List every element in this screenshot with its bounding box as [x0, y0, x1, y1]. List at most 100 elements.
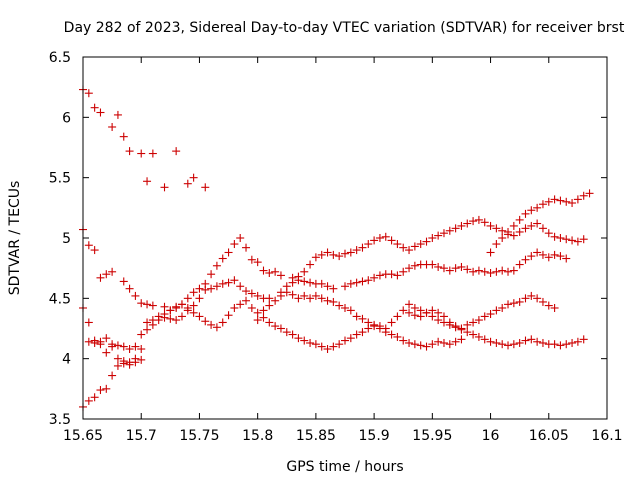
data-point: [224, 278, 233, 287]
data-point: [521, 209, 530, 218]
data-point: [137, 330, 146, 339]
data-point: [451, 264, 460, 273]
data-point: [579, 335, 588, 344]
data-point: [428, 260, 437, 269]
data-point: [428, 312, 437, 321]
data-point: [265, 318, 274, 327]
data-point: [137, 355, 146, 364]
data-point: [207, 270, 216, 279]
data-point: [410, 303, 419, 312]
data-point: [317, 279, 326, 288]
data-point: [416, 240, 425, 249]
data-point: [370, 273, 379, 282]
data-point: [346, 279, 355, 288]
data-point: [550, 340, 559, 349]
data-point: [352, 278, 361, 287]
data-point: [346, 248, 355, 257]
data-point: [556, 196, 565, 205]
data-point: [504, 267, 513, 276]
data-point: [358, 243, 367, 252]
data-point: [381, 232, 390, 241]
data-point: [399, 336, 408, 345]
data-point: [445, 226, 454, 235]
data-point: [352, 330, 361, 339]
data-point: [387, 270, 396, 279]
data-point: [521, 294, 530, 303]
data-point: [96, 273, 105, 282]
data-point: [562, 197, 571, 206]
data-point: [480, 335, 489, 344]
data-point: [189, 288, 198, 297]
data-point: [469, 318, 478, 327]
data-point: [160, 310, 169, 319]
data-point: [242, 243, 251, 252]
data-point: [527, 221, 536, 230]
data-point: [498, 303, 507, 312]
x-axis: 15.65 15.7 15.75 15.8 15.85 15.9 15.95 16 16.05 1…: [63, 57, 623, 444]
data-point: [504, 227, 513, 236]
data-point: [294, 334, 303, 343]
y-tick-label: 5: [62, 231, 71, 247]
data-point: [96, 340, 105, 349]
data-point: [439, 318, 448, 327]
y-axis-label: SDTVAR / TECUs: [7, 181, 23, 296]
data-point: [422, 342, 431, 351]
data-point: [125, 360, 134, 369]
data-point: [166, 306, 175, 315]
data-point: [160, 183, 169, 192]
plot-frame: [82, 56, 608, 420]
data-point: [410, 311, 419, 320]
data-point: [504, 300, 513, 309]
data-point: [113, 361, 122, 370]
data-point: [177, 300, 186, 309]
x-tick-label: 16: [482, 428, 500, 444]
data-point: [189, 173, 198, 182]
data-point: [90, 103, 99, 112]
data-point: [90, 246, 99, 255]
data-point: [271, 267, 280, 276]
data-point: [125, 284, 134, 293]
data-point: [119, 357, 128, 366]
data-point: [439, 229, 448, 238]
data-point: [84, 396, 93, 405]
data-point: [556, 341, 565, 350]
data-point: [236, 300, 245, 309]
data-point: [282, 328, 291, 337]
data-point: [538, 338, 547, 347]
data-point: [288, 330, 297, 339]
data-point: [410, 261, 419, 270]
data-point: [90, 393, 99, 402]
data-point: [544, 253, 553, 262]
data-point: [113, 354, 122, 363]
data-point: [434, 262, 443, 271]
data-point: [393, 271, 402, 280]
data-point: [562, 254, 571, 263]
data-point: [131, 342, 140, 351]
data-point: [311, 291, 320, 300]
data-point: [445, 266, 454, 275]
data-point: [533, 203, 542, 212]
data-point: [515, 215, 524, 224]
data-point: [323, 248, 332, 257]
data-point: [119, 132, 128, 141]
data-point: [212, 261, 221, 270]
x-tick-label: 15.75: [179, 428, 219, 444]
data-point: [538, 200, 547, 209]
data-point: [259, 266, 268, 275]
data-point: [183, 179, 192, 188]
data-point: [486, 221, 495, 230]
data-point: [335, 340, 344, 349]
data-point: [189, 301, 198, 310]
data-point: [492, 306, 501, 315]
data-point: [474, 266, 483, 275]
data-point: [375, 271, 384, 280]
data-point: [474, 332, 483, 341]
data-point: [218, 318, 227, 327]
data-point: [84, 241, 93, 250]
data-point: [282, 282, 291, 291]
x-tick-label: 15.9: [359, 428, 390, 444]
data-point: [568, 236, 577, 245]
data-point: [364, 240, 373, 249]
data-point: [294, 272, 303, 281]
data-point: [399, 267, 408, 276]
